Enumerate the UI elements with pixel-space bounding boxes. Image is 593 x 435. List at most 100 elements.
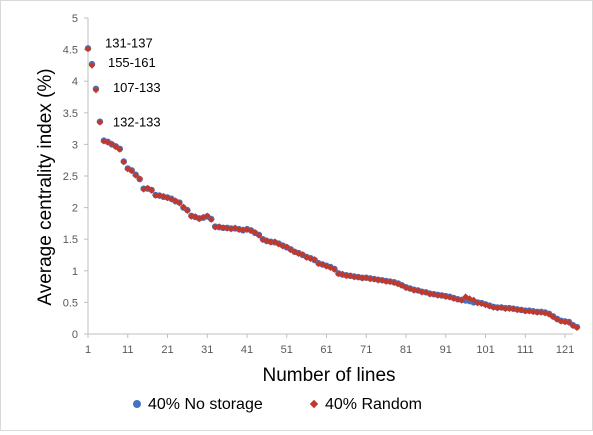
data-point — [386, 278, 394, 285]
data-point — [84, 45, 92, 53]
data-point — [418, 288, 426, 296]
x-tick-label: 1 — [85, 344, 91, 356]
data-point — [402, 284, 410, 292]
legend-marker — [133, 400, 141, 408]
data-point — [235, 226, 243, 234]
data-point — [343, 272, 350, 280]
y-tick-label: 1 — [72, 266, 78, 278]
y-tick-label: 3.5 — [63, 108, 78, 120]
data-point — [366, 275, 374, 283]
data-point — [569, 322, 577, 330]
data-point — [88, 62, 96, 69]
data-point — [136, 175, 143, 182]
data-point — [529, 308, 537, 316]
data-point — [359, 275, 366, 282]
annotations: 131-137 155-161 107-133 132-133 — [105, 35, 161, 129]
data-point — [108, 140, 116, 148]
data-point — [382, 278, 390, 285]
x-tick-label: 81 — [400, 344, 412, 356]
data-point — [430, 290, 438, 298]
y-tick-label: 5 — [72, 13, 78, 25]
x-tick-label: 41 — [241, 344, 253, 356]
data-point — [120, 158, 128, 166]
data-point — [176, 199, 183, 207]
series-layer — [84, 45, 581, 331]
x-tick-label: 101 — [476, 344, 494, 356]
data-point — [561, 318, 569, 326]
y-axis-ticks: 0 0.5 1 1.5 2 2.5 3 3.5 4 4.5 5 — [63, 13, 88, 341]
y-tick-label: 4 — [72, 76, 78, 88]
data-point — [184, 207, 191, 215]
data-point — [112, 143, 120, 151]
data-point — [442, 293, 450, 301]
x-tick-label: 111 — [517, 344, 534, 356]
data-point — [398, 282, 406, 289]
y-axis-title: Average centrality index (%) — [35, 68, 56, 305]
y-tick-label: 1.5 — [63, 234, 78, 246]
data-point — [545, 311, 553, 318]
data-point — [180, 203, 187, 211]
legend-marker — [309, 399, 319, 409]
data-point — [255, 232, 263, 239]
x-tick-label: 21 — [161, 344, 173, 356]
x-tick-label: 121 — [556, 344, 574, 356]
y-tick-label: 0 — [72, 329, 78, 341]
data-point — [474, 299, 481, 307]
legend-label: 40% Random — [325, 396, 422, 413]
data-point — [259, 236, 267, 244]
data-point — [335, 270, 342, 278]
data-point — [132, 172, 140, 179]
data-point — [470, 296, 477, 304]
data-point — [148, 187, 155, 194]
data-point — [299, 251, 306, 258]
data-point — [203, 212, 211, 220]
data-point — [164, 194, 171, 202]
y-tick-label: 0.5 — [63, 297, 78, 309]
data-point — [541, 309, 549, 317]
data-point — [279, 242, 287, 250]
axes — [87, 18, 573, 335]
data-point — [251, 228, 259, 236]
data-point — [199, 213, 207, 221]
data-point — [227, 225, 235, 233]
data-point — [219, 224, 227, 232]
data-point — [458, 297, 465, 304]
data-point — [565, 319, 573, 326]
x-axis-ticks: 1 11 21 31 41 51 61 71 81 91 101 111 121 — [85, 334, 574, 356]
data-point — [426, 290, 434, 298]
x-tick-label: 71 — [360, 344, 372, 356]
x-tick-label: 51 — [281, 344, 293, 356]
data-point — [116, 146, 124, 153]
data-point — [521, 307, 529, 315]
data-point — [311, 256, 318, 263]
data-point — [275, 240, 283, 248]
data-point — [307, 255, 314, 263]
data-point — [207, 216, 215, 223]
data-point — [394, 280, 402, 288]
data-point — [247, 227, 255, 235]
data-point — [533, 309, 541, 316]
data-point — [347, 272, 354, 280]
data-point — [223, 225, 231, 232]
data-point — [188, 213, 195, 220]
data-point — [498, 304, 505, 311]
annotation-label: 107-133 — [113, 80, 161, 95]
y-tick-label: 2 — [72, 203, 78, 215]
data-point — [152, 192, 159, 199]
data-point — [196, 215, 203, 223]
data-point — [239, 226, 247, 234]
data-point — [355, 273, 362, 281]
data-point — [128, 167, 136, 175]
data-point — [331, 266, 338, 273]
data-point — [454, 295, 462, 303]
series-random — [84, 45, 581, 331]
annotation-label: 155-161 — [108, 55, 156, 70]
x-tick-label: 61 — [320, 344, 332, 356]
data-point — [370, 275, 378, 283]
data-point — [315, 260, 322, 268]
data-point — [557, 318, 565, 325]
data-point — [339, 270, 346, 278]
data-point — [438, 292, 446, 299]
